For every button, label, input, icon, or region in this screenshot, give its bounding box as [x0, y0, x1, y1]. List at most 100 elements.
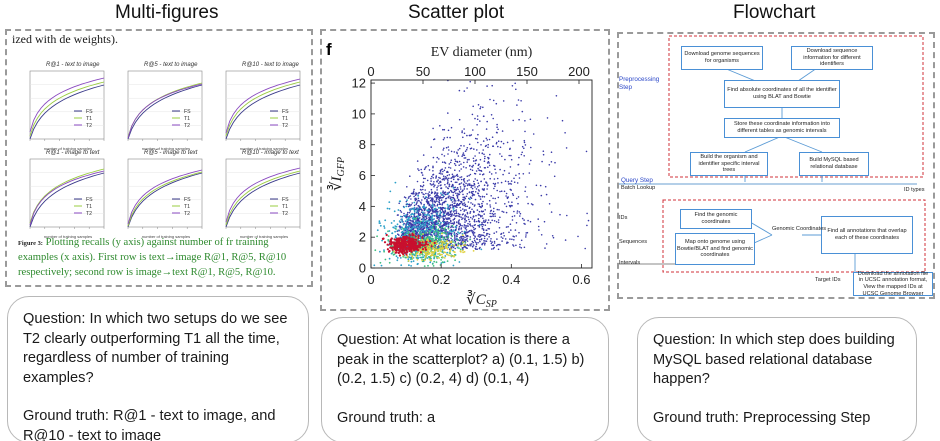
scatter-point: [460, 243, 463, 246]
scatter-point: [425, 196, 427, 198]
scatter-point: [523, 155, 525, 157]
scatter-point: [447, 192, 449, 195]
scatter-point: [428, 222, 431, 224]
scatter-point: [424, 256, 427, 259]
scatter-point: [453, 221, 456, 223]
scatter-point: [413, 204, 416, 207]
scatter-point: [449, 197, 452, 200]
subplot-title: R@5 - text to image: [144, 62, 198, 68]
scatter-point: [458, 118, 461, 121]
scatter-point: [437, 179, 439, 181]
scatter-point: [519, 212, 522, 215]
scatter-point: [429, 183, 432, 185]
scatter-point: [466, 175, 469, 177]
scatter-point: [410, 215, 413, 218]
scatter-point: [404, 197, 407, 199]
scatter-point: [465, 148, 468, 151]
scatter-point: [477, 213, 480, 216]
scatter-point: [441, 242, 444, 245]
scatter-point: [409, 258, 412, 260]
scatter-point: [475, 243, 478, 246]
scatter-point: [466, 212, 469, 215]
scatter-point: [454, 205, 457, 207]
scatter-point: [462, 166, 465, 168]
scatter-point: [421, 236, 424, 239]
scatter-point: [438, 239, 441, 242]
scatter-point: [416, 226, 419, 228]
scatter-point: [426, 213, 429, 216]
scatter-point: [497, 128, 499, 131]
scatter-point: [441, 261, 444, 264]
scatter-point: [451, 196, 453, 199]
scatter-point: [478, 210, 481, 213]
scatter-point: [401, 238, 404, 241]
scatter-point: [388, 257, 391, 260]
scatter-point: [490, 242, 493, 245]
legend-label: T1: [184, 116, 190, 122]
scatter-point: [468, 174, 470, 177]
scatter-point: [473, 237, 475, 240]
scatter-point: [433, 241, 436, 245]
scatter-point: [416, 258, 419, 261]
scatter-point: [429, 206, 432, 208]
scatter-point: [555, 95, 558, 97]
scatter-point: [438, 181, 441, 183]
scatter-point: [408, 208, 411, 211]
scatter-point: [452, 241, 454, 243]
scatter-point: [495, 102, 498, 105]
scatter-point: [455, 209, 458, 211]
scatter-point: [453, 233, 456, 236]
scatter-point: [470, 134, 473, 136]
top-tick-label: 200: [568, 64, 590, 79]
scatter-point: [390, 222, 393, 224]
scatter-point: [428, 210, 431, 213]
scatter-point: [492, 247, 495, 250]
scatter-point: [456, 206, 458, 208]
scatter-point: [415, 203, 417, 206]
scatter-point: [422, 223, 424, 226]
flow-label-id-types: ID types: [904, 187, 925, 193]
scatter-point: [520, 247, 523, 249]
scatter-point: [431, 263, 434, 265]
scatter-point: [452, 186, 455, 189]
scatter-point: [439, 227, 442, 229]
scatter-point: [424, 189, 426, 191]
scatter-point: [455, 174, 458, 177]
subplot-xlabel: number of training samples: [44, 234, 92, 239]
scatter-point: [518, 211, 521, 213]
scatter-point: [417, 262, 419, 265]
scatter-point: [436, 156, 439, 159]
scatter-point: [417, 223, 419, 225]
scatter-point: [454, 175, 456, 177]
scatter-point: [422, 214, 424, 216]
scatter-point: [466, 234, 469, 237]
scatter-point: [438, 182, 440, 185]
scatter-point: [479, 106, 482, 108]
scatter-point: [457, 231, 459, 234]
scatter-point: [463, 132, 466, 135]
scatter-point: [460, 178, 463, 181]
scatter-point: [435, 242, 438, 245]
scatter-point: [523, 219, 525, 221]
scatter-point: [440, 229, 442, 231]
scatter-panel: [320, 29, 610, 311]
scatter-point: [422, 193, 424, 195]
scatter-point: [474, 186, 476, 188]
scatter-point: [462, 217, 464, 219]
scatter-point: [425, 214, 427, 216]
scatter-point: [460, 163, 462, 165]
scatter-point: [478, 214, 481, 216]
scatter-point: [419, 256, 422, 259]
scatter-point: [408, 233, 411, 236]
scatter-point: [512, 119, 514, 122]
scatter-point: [455, 228, 457, 231]
legend-label: FS: [184, 109, 191, 115]
scatter-point: [505, 205, 508, 208]
scatter-point: [501, 155, 503, 158]
scatter-point: [408, 241, 411, 244]
scatter-point: [509, 182, 511, 185]
flow-label-target-ids: Target IDs: [815, 277, 841, 283]
scatter-point: [437, 195, 439, 197]
scatter-point: [521, 217, 524, 220]
